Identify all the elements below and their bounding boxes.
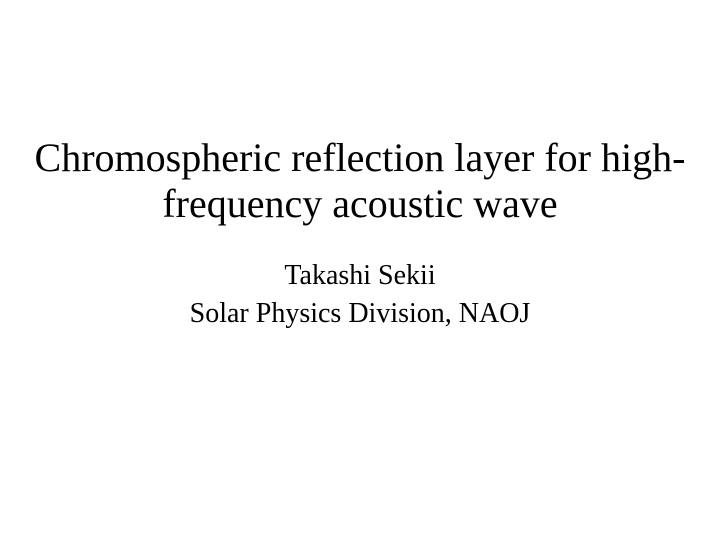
slide-title: Chromospheric reflection layer for high-… xyxy=(0,135,720,227)
slide-author: Takashi Sekii xyxy=(284,257,435,295)
slide-affiliation: Solar Physics Division, NAOJ xyxy=(190,295,531,333)
